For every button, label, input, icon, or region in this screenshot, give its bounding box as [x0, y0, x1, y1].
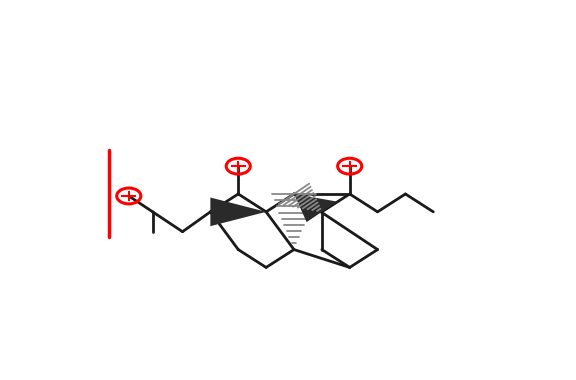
PathPatch shape: [210, 198, 266, 226]
PathPatch shape: [294, 194, 337, 222]
